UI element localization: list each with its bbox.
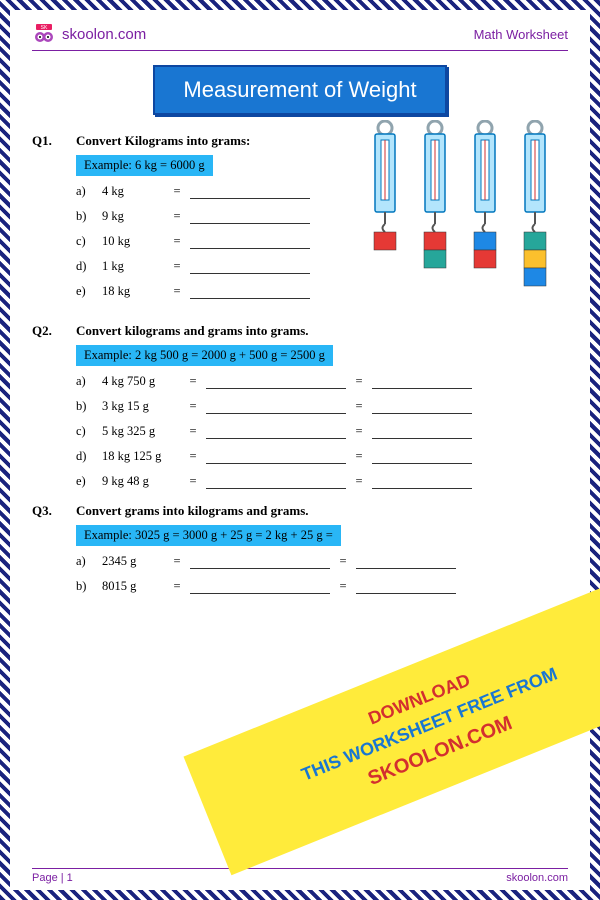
spring-scales-illustration (362, 120, 562, 320)
item-value: 8015 g (102, 579, 164, 594)
q1-example: Example: 6 kg = 6000 g (76, 155, 213, 176)
answer-blank[interactable] (372, 450, 472, 464)
answer-blank[interactable] (190, 185, 310, 199)
equals-sign: = (352, 449, 366, 464)
equals-sign: = (186, 374, 200, 389)
page-title: Measurement of Weight (153, 65, 446, 115)
answer-blank[interactable] (190, 285, 310, 299)
answer-blank[interactable] (206, 425, 346, 439)
item-letter: c) (76, 234, 96, 249)
equals-sign: = (170, 579, 184, 594)
equals-sign: = (170, 209, 184, 224)
equals-sign: = (186, 424, 200, 439)
equals-sign: = (352, 474, 366, 489)
svg-text:SK: SK (41, 25, 48, 31)
page-number: Page | 1 (32, 872, 73, 884)
brand-name: skoolon.com (62, 26, 146, 43)
item-letter: a) (76, 184, 96, 199)
q1-number: Q1. (32, 133, 66, 149)
answer-blank[interactable] (206, 400, 346, 414)
equals-sign: = (352, 374, 366, 389)
header: SK skoolon.com Math Worksheet (32, 22, 568, 51)
item-value: 9 kg (102, 209, 164, 224)
question-3: Q3. Convert grams into kilograms and gra… (32, 503, 568, 594)
item-letter: c) (76, 424, 96, 439)
question-2: Q2. Convert kilograms and grams into gra… (32, 323, 568, 489)
item-letter: e) (76, 284, 96, 299)
item-letter: e) (76, 474, 96, 489)
answer-blank[interactable] (190, 260, 310, 274)
footer-brand: skoolon.com (506, 872, 568, 884)
owl-logo-icon: SK (32, 22, 56, 46)
item-value: 5 kg 325 g (102, 424, 180, 439)
answer-blank[interactable] (190, 580, 330, 594)
q1-prompt: Convert Kilograms into grams: (76, 133, 250, 149)
q3-example: Example: 3025 g = 3000 g + 25 g = 2 kg +… (76, 525, 341, 546)
answer-blank[interactable] (206, 475, 346, 489)
item-letter: b) (76, 399, 96, 414)
answer-blank[interactable] (206, 450, 346, 464)
footer: Page | 1 skoolon.com (32, 868, 568, 884)
equals-sign: = (336, 554, 350, 569)
item-letter: a) (76, 374, 96, 389)
q2-item: e) 9 kg 48 g = = (76, 474, 568, 489)
answer-blank[interactable] (190, 555, 330, 569)
equals-sign: = (170, 284, 184, 299)
page: SK skoolon.com Math Worksheet Measuremen… (10, 10, 590, 890)
answer-blank[interactable] (190, 235, 310, 249)
q2-item: c) 5 kg 325 g = = (76, 424, 568, 439)
item-letter: b) (76, 579, 96, 594)
item-letter: a) (76, 554, 96, 569)
equals-sign: = (170, 184, 184, 199)
equals-sign: = (352, 399, 366, 414)
q2-prompt: Convert kilograms and grams into grams. (76, 323, 309, 339)
answer-blank[interactable] (372, 475, 472, 489)
equals-sign: = (186, 474, 200, 489)
equals-sign: = (186, 449, 200, 464)
equals-sign: = (186, 399, 200, 414)
item-letter: b) (76, 209, 96, 224)
q2-item: a) 4 kg 750 g = = (76, 374, 568, 389)
item-value: 18 kg (102, 284, 164, 299)
q2-example: Example: 2 kg 500 g = 2000 g + 500 g = 2… (76, 345, 333, 366)
item-value: 2345 g (102, 554, 164, 569)
item-value: 9 kg 48 g (102, 474, 180, 489)
promo-banner: DOWNLOAD THIS WORKSHEET FREE FROM SKOOLO… (184, 577, 600, 875)
q2-item: d) 18 kg 125 g = = (76, 449, 568, 464)
q3-number: Q3. (32, 503, 66, 519)
equals-sign: = (352, 424, 366, 439)
q3-prompt: Convert grams into kilograms and grams. (76, 503, 309, 519)
answer-blank[interactable] (206, 375, 346, 389)
brand: SK skoolon.com (32, 22, 146, 46)
item-value: 18 kg 125 g (102, 449, 180, 464)
q2-number: Q2. (32, 323, 66, 339)
answer-blank[interactable] (356, 580, 456, 594)
answer-blank[interactable] (372, 400, 472, 414)
q3-item: a) 2345 g = = (76, 554, 568, 569)
item-value: 4 kg (102, 184, 164, 199)
item-value: 4 kg 750 g (102, 374, 180, 389)
answer-blank[interactable] (372, 375, 472, 389)
header-subject: Math Worksheet (474, 27, 568, 42)
equals-sign: = (170, 234, 184, 249)
item-value: 1 kg (102, 259, 164, 274)
item-letter: d) (76, 259, 96, 274)
item-letter: d) (76, 449, 96, 464)
equals-sign: = (170, 554, 184, 569)
decorative-border: SK skoolon.com Math Worksheet Measuremen… (0, 0, 600, 900)
q2-item: b) 3 kg 15 g = = (76, 399, 568, 414)
equals-sign: = (336, 579, 350, 594)
answer-blank[interactable] (190, 210, 310, 224)
answer-blank[interactable] (356, 555, 456, 569)
answer-blank[interactable] (372, 425, 472, 439)
equals-sign: = (170, 259, 184, 274)
item-value: 3 kg 15 g (102, 399, 180, 414)
q3-item: b) 8015 g = = (76, 579, 568, 594)
item-value: 10 kg (102, 234, 164, 249)
